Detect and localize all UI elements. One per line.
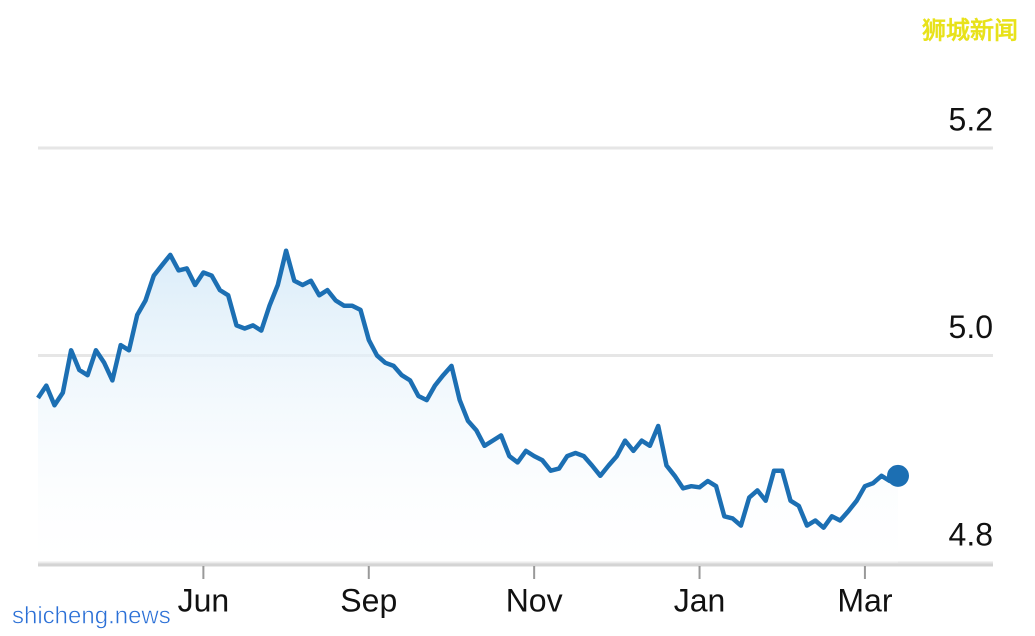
y-tick-label: 5.2 <box>949 101 993 137</box>
x-tick-label: Jun <box>178 582 230 618</box>
y-tick-label: 5.0 <box>949 309 993 345</box>
watermark: shicheng.news <box>12 602 171 629</box>
x-tick-label: Mar <box>837 582 892 618</box>
last-point <box>887 464 909 487</box>
x-tick-label: Sep <box>340 582 397 618</box>
area <box>38 250 898 563</box>
watermark: 狮城新闻 <box>922 16 1018 44</box>
x-tick-label: Nov <box>506 582 563 618</box>
y-tick-label: 4.8 <box>949 516 993 552</box>
line <box>36 248 900 530</box>
x-tick-label: Jan <box>674 582 726 618</box>
